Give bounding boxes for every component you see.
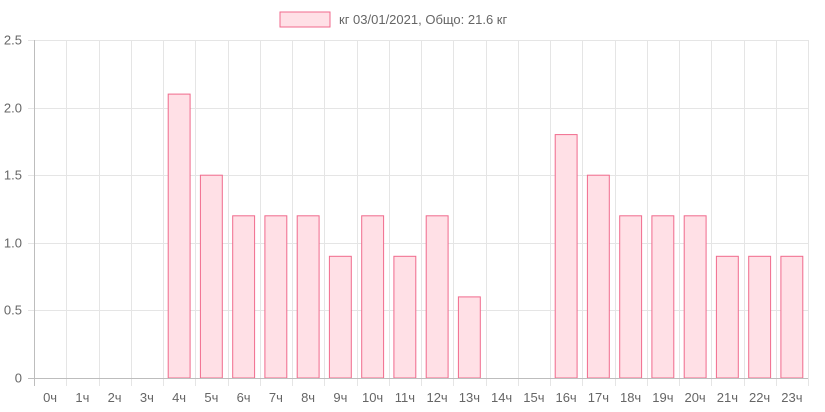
x-tick-label: 17ч <box>588 390 609 405</box>
x-tick-label: 9ч <box>333 390 347 405</box>
x-tick-label: 7ч <box>269 390 283 405</box>
x-tick-label: 16ч <box>555 390 576 405</box>
x-tick-label: 20ч <box>684 390 705 405</box>
x-tick-label: 13ч <box>459 390 480 405</box>
bar-23ч[interactable] <box>780 255 804 379</box>
x-tick-label: 5ч <box>204 390 218 405</box>
y-tick-label: 1.5 <box>4 168 22 183</box>
x-tick-label: 1ч <box>75 390 89 405</box>
x-tick-label: 6ч <box>237 390 251 405</box>
bar-20ч[interactable] <box>683 215 707 379</box>
y-tick-label: 2.0 <box>4 101 22 116</box>
legend-swatch[interactable] <box>279 11 331 28</box>
x-tick-label: 22ч <box>749 390 770 405</box>
bar-19ч[interactable] <box>651 215 675 379</box>
bar-13ч[interactable] <box>457 296 481 379</box>
bar-8ч[interactable] <box>296 215 320 379</box>
x-tick-label: 3ч <box>140 390 154 405</box>
x-tick-label: 14ч <box>491 390 512 405</box>
bar-11ч[interactable] <box>393 255 417 379</box>
y-tick-label: 1.0 <box>4 236 22 251</box>
x-tick-label: 11ч <box>395 390 415 405</box>
axes: 0 0.5 1.0 1.5 2.0 2.5 0ч 1ч 2ч 3ч 4ч 5ч 6ч 7ч 8ч 9ч 10ч 1… <box>4 33 808 405</box>
y-tick-label: 0 <box>15 371 22 386</box>
y-tick-label: 0.5 <box>4 303 22 318</box>
x-tick-label: 18ч <box>620 390 641 405</box>
bars <box>167 93 804 379</box>
bar-9ч[interactable] <box>328 255 352 379</box>
bar-21ч[interactable] <box>715 255 739 379</box>
bar-6ч[interactable] <box>232 215 256 379</box>
x-tick-label: 19ч <box>652 390 673 405</box>
y-tick-label: 2.5 <box>4 33 22 48</box>
bar-16ч[interactable] <box>554 134 578 379</box>
bar-17ч[interactable] <box>586 174 610 379</box>
x-tick-label: 8ч <box>301 390 315 405</box>
x-tick-label: 2ч <box>108 390 122 405</box>
bar-4ч[interactable] <box>167 93 191 379</box>
legend[interactable]: кг 03/01/2021, Общо: 21.6 кг <box>279 11 507 28</box>
x-tick-label: 0ч <box>43 390 57 405</box>
bar-12ч[interactable] <box>425 215 449 379</box>
x-tick-label: 23ч <box>781 390 802 405</box>
x-tick-label: 15ч <box>523 390 544 405</box>
bar-7ч[interactable] <box>264 215 288 379</box>
bar-10ч[interactable] <box>361 215 385 379</box>
x-tick-label: 12ч <box>426 390 447 405</box>
bar-18ч[interactable] <box>619 215 643 379</box>
x-tick-label: 4ч <box>172 390 186 405</box>
bar-22ч[interactable] <box>748 255 772 379</box>
x-tick-label: 10ч <box>362 390 383 405</box>
legend-label: кг 03/01/2021, Общо: 21.6 кг <box>339 12 507 27</box>
bar-5ч[interactable] <box>199 174 223 379</box>
grid-lines <box>28 40 809 386</box>
x-tick-label: 21ч <box>717 390 738 405</box>
